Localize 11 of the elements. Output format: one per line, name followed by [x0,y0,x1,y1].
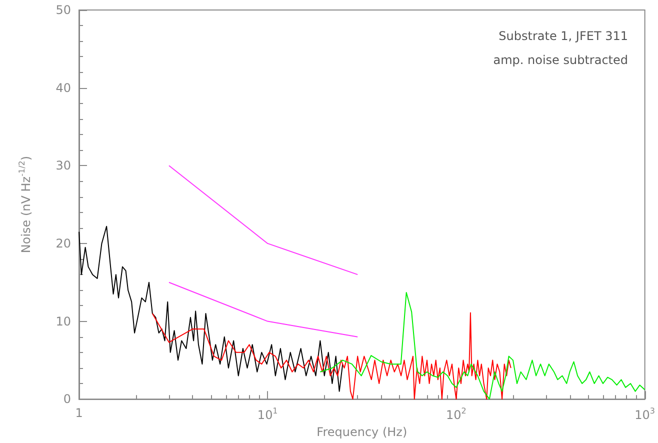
y-tick-label: 20 [56,236,71,250]
y-axis-title: Noise (nV Hz-1/2) [18,156,33,254]
y-tick-label: 30 [56,158,71,173]
y-tick-label: 40 [56,80,71,95]
x-axis-title: Frequency (Hz) [316,425,408,439]
x-tick-label: 1 [75,406,83,420]
y-tick-label: 10 [56,314,71,328]
y-tick-label: 0 [63,392,71,406]
annotation: amp. noise subtracted [493,53,628,67]
annotation: Substrate 1, JFET 311 [498,29,628,43]
y-tick-label: 50 [56,3,71,17]
